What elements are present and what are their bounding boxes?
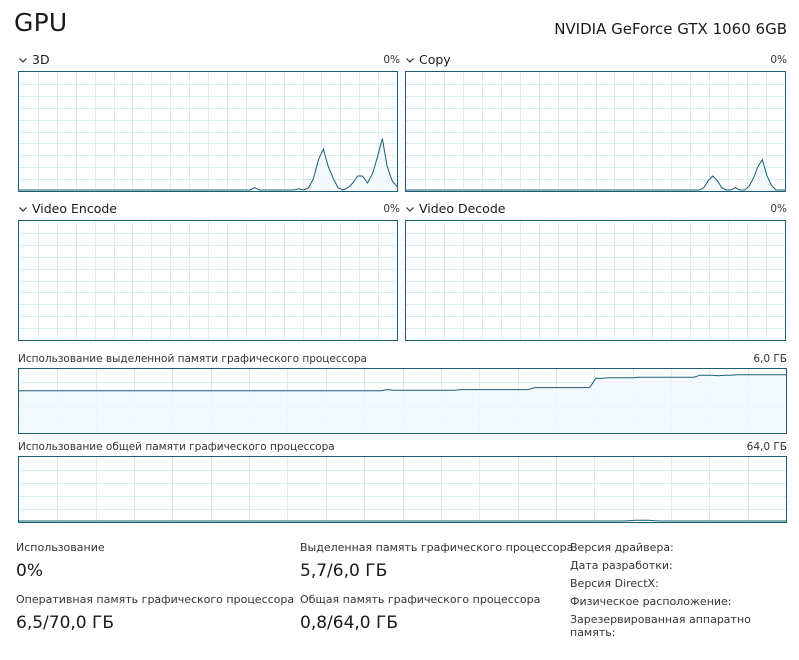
engine-usage-line [406, 158, 785, 191]
engine-graph-copy [405, 71, 786, 192]
engine-graph-3d [18, 71, 398, 192]
usage-label: Использование [16, 541, 105, 554]
chevron-down-icon [406, 57, 414, 63]
engine-percent: 0% [383, 54, 400, 66]
gpu-memory-label: Оперативная память графического процессо… [16, 593, 295, 606]
engine-graph-video-decode [405, 220, 786, 341]
engine-label: Video Decode [419, 201, 506, 216]
engine-label: 3D [32, 52, 50, 67]
memory-usage-line [19, 374, 786, 392]
engine-selector-copy[interactable]: Copy [405, 52, 451, 67]
engine-percent: 0% [770, 203, 787, 215]
engine-graph-video-encode [18, 220, 398, 341]
dedicated-memory-graph-max: 6,0 ГБ [753, 353, 787, 365]
shared-memory-value: 0,8/64,0 ГБ [300, 613, 399, 633]
chevron-down-icon [19, 206, 27, 212]
dedicated-memory-graph [18, 368, 787, 434]
shared-memory-graph [18, 456, 787, 523]
engine-label: Copy [419, 52, 451, 67]
gpu-memory-value: 6,5/70,0 ГБ [16, 613, 115, 633]
shared-memory-graph-max: 64,0 ГБ [746, 441, 787, 453]
engine-selector-video-encode[interactable]: Video Encode [18, 201, 117, 216]
driver-version-label: Версия драйвера: [570, 541, 674, 554]
chevron-down-icon [19, 57, 27, 63]
engine-percent: 0% [383, 203, 400, 215]
engine-usage-svg [19, 221, 397, 340]
dedicated-memory-graph-label: Использование выделенной памяти графичес… [18, 353, 367, 365]
page-title: GPU [14, 8, 68, 37]
chevron-down-icon [406, 206, 414, 212]
memory-usage-svg [19, 369, 786, 433]
engine-usage-svg [19, 72, 397, 191]
engine-label: Video Encode [32, 201, 117, 216]
memory-usage-svg [19, 457, 786, 522]
engine-selector-video-decode[interactable]: Video Decode [405, 201, 505, 216]
gpu-model-name: NVIDIA GeForce GTX 1060 6GB [554, 20, 787, 38]
shared-memory-label: Общая память графического процессора [300, 593, 541, 606]
memory-usage-area [19, 374, 786, 433]
dedicated-memory-value: 5,7/6,0 ГБ [300, 561, 388, 581]
hardware-reserved-memory-label: Зарезервированная аппаратно память: [570, 613, 751, 639]
shared-memory-graph-label: Использование общей памяти графического … [18, 441, 335, 453]
engine-usage-svg [406, 72, 785, 191]
engine-usage-svg [406, 221, 785, 340]
driver-date-label: Дата разработки: [570, 559, 673, 572]
engine-usage-line [19, 138, 397, 191]
directx-version-label: Версия DirectX: [570, 577, 659, 590]
engine-selector-3d[interactable]: 3D [18, 52, 50, 67]
engine-usage-area [19, 138, 397, 191]
memory-usage-line [19, 519, 786, 522]
usage-value: 0% [16, 561, 43, 581]
dedicated-memory-label: Выделенная память графического процессор… [300, 541, 574, 554]
engine-percent: 0% [770, 54, 787, 66]
physical-location-label: Физическое расположение: [570, 595, 732, 608]
